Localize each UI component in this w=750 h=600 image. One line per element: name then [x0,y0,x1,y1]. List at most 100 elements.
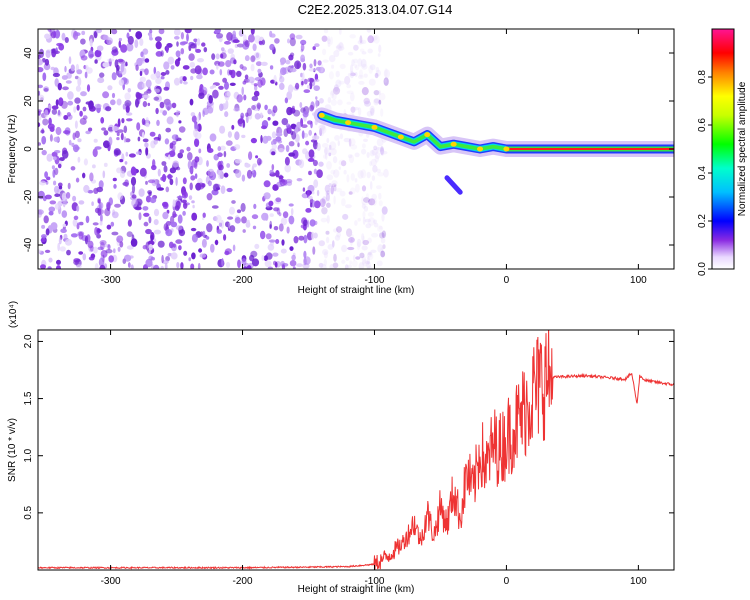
noise-speckle [165,101,172,111]
noise-speckle [361,87,369,96]
noise-speckle [288,152,296,157]
noise-speckle [363,205,369,212]
noise-speckle [86,234,91,243]
noise-speckle [339,63,346,70]
noise-speckle [202,107,210,116]
noise-speckle [329,264,335,269]
noise-speckle [182,177,187,185]
noise-speckle [65,80,72,84]
noise-speckle [346,101,352,105]
noise-speckle [53,30,57,38]
noise-speckle [196,74,203,80]
noise-speckle [136,122,141,131]
spectrogram-y-ticks: -40 -20 0 20 40 [23,47,674,252]
signal-hotspot [477,146,484,152]
noise-speckle [111,211,119,219]
noise-speckle [174,36,180,40]
noise-speckle [209,69,215,75]
noise-speckle [78,200,85,205]
noise-speckle [367,212,375,217]
noise-speckle [334,135,340,141]
noise-speckle [363,138,368,142]
noise-speckle [180,48,185,55]
noise-speckle [38,249,42,254]
noise-speckle [223,150,227,158]
noise-speckle [72,218,78,227]
noise-speckle [326,174,334,181]
noise-speckle [183,202,188,209]
x-tick-label: -300 [101,275,121,286]
noise-speckle [346,174,350,183]
noise-speckle [303,219,308,227]
noise-speckle [63,233,68,240]
noise-speckle [293,236,299,244]
noise-speckle [154,36,162,42]
noise-speckle [211,205,219,209]
noise-speckle [110,221,115,227]
noise-speckle [120,132,124,141]
noise-speckle [233,59,237,65]
noise-speckle [196,38,201,46]
noise-speckle [216,63,219,70]
noise-speckle [141,131,145,138]
snr-line [38,330,674,570]
noise-speckle [110,99,116,106]
noise-speckle [99,264,106,269]
noise-speckle [189,98,194,106]
noise-speckle [172,143,176,152]
noise-speckle [348,237,355,243]
noise-speckle [160,265,164,269]
noise-speckle [308,195,313,200]
noise-speckle [61,210,68,218]
noise-speckle [170,252,178,260]
noise-speckle [45,228,50,236]
noise-speckle [278,223,284,232]
noise-speckle [354,72,358,77]
noise-speckle [378,192,382,200]
noise-speckle [215,214,222,223]
x-tick-label: 100 [630,275,647,286]
noise-speckle [106,201,111,210]
noise-speckle [198,148,202,154]
noise-speckle [94,263,99,269]
noise-speckle [296,178,303,182]
noise-speckle [378,92,386,101]
noise-speckle [161,161,167,166]
noise-speckle [293,109,301,117]
noise-speckle [360,58,367,68]
noise-speckle [191,200,195,204]
noise-speckle [300,43,305,52]
signal-hotspot [424,132,431,138]
noise-speckle [126,42,134,52]
noise-speckle [377,244,384,253]
noise-speckle [318,240,325,247]
noise-speckle [368,78,376,86]
noise-speckle [165,221,172,226]
noise-speckle [137,136,141,142]
noise-speckle [280,217,288,226]
noise-speckle [373,222,379,228]
noise-speckle [338,80,345,85]
noise-speckle [138,188,145,197]
noise-speckle [318,98,324,104]
noise-speckle [344,75,351,85]
noise-speckle [92,222,99,226]
noise-speckle [320,263,327,269]
noise-speckle [210,243,215,253]
signal-hotspot [345,120,352,126]
noise-speckle [288,141,295,147]
noise-speckle [380,237,386,244]
noise-speckle [322,249,329,256]
noise-speckle [267,243,275,251]
noise-speckle [280,62,285,66]
noise-speckle [261,255,265,261]
noise-speckle [289,246,294,252]
noise-speckle [88,127,93,132]
noise-speckle [175,225,183,231]
noise-speckle [44,33,51,40]
noise-speckle [320,217,328,223]
colorbar-tick-label: 0.0 [697,262,708,276]
noise-speckle [84,71,88,79]
snr-y-ticks: 0.5 1.0 1.5 2.0 [23,334,674,520]
noise-speckle [372,39,375,43]
